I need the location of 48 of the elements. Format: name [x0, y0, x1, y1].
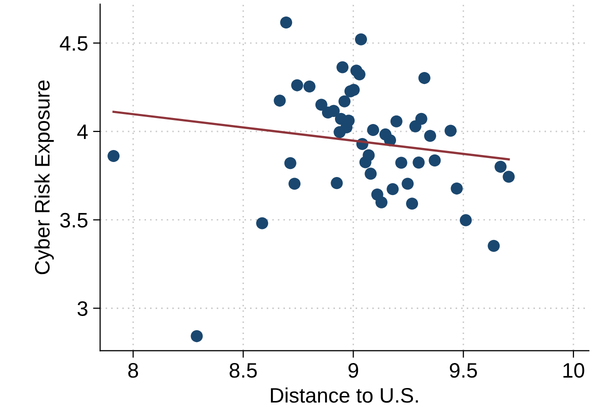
point	[460, 214, 472, 226]
point	[330, 177, 343, 190]
point	[418, 72, 430, 84]
point	[284, 157, 296, 170]
point	[274, 94, 286, 107]
y-tick-label: 3.5	[60, 212, 88, 228]
point	[338, 95, 350, 108]
point	[190, 330, 203, 342]
point	[334, 126, 346, 138]
y-tick-label: 4.5	[60, 36, 88, 51]
point	[402, 178, 414, 190]
point	[291, 79, 304, 92]
point	[359, 156, 372, 168]
point	[412, 156, 425, 169]
point	[354, 33, 368, 46]
point	[390, 115, 402, 128]
point	[288, 178, 301, 190]
x-tick-label: 9	[348, 363, 358, 378]
point	[315, 98, 328, 111]
point	[488, 240, 500, 252]
point	[395, 156, 408, 169]
point	[108, 150, 120, 162]
point	[444, 124, 457, 137]
point	[336, 61, 349, 74]
point	[328, 104, 340, 117]
point	[494, 160, 507, 173]
point	[364, 168, 377, 180]
point	[424, 130, 436, 142]
point	[428, 154, 441, 166]
y-axis-title: Cyber Risk Exposure	[34, 80, 54, 274]
point	[415, 112, 428, 125]
point	[502, 170, 515, 183]
y-tick-label: 4	[77, 124, 88, 139]
point	[386, 183, 399, 196]
point	[450, 182, 463, 195]
x-tick-label: 8	[128, 363, 138, 378]
x-axis-title: Distance to U.S.	[270, 387, 418, 403]
point	[280, 16, 292, 29]
x-tick-label: 9.5	[450, 363, 477, 378]
point	[367, 124, 380, 136]
point	[303, 80, 316, 93]
point	[256, 217, 268, 230]
point	[406, 198, 418, 210]
x-tick-label: 10	[563, 363, 584, 378]
y-tick-label: 3	[78, 301, 88, 316]
point	[375, 196, 388, 208]
x-tick-label: 8.5	[230, 363, 257, 378]
point	[353, 68, 366, 80]
